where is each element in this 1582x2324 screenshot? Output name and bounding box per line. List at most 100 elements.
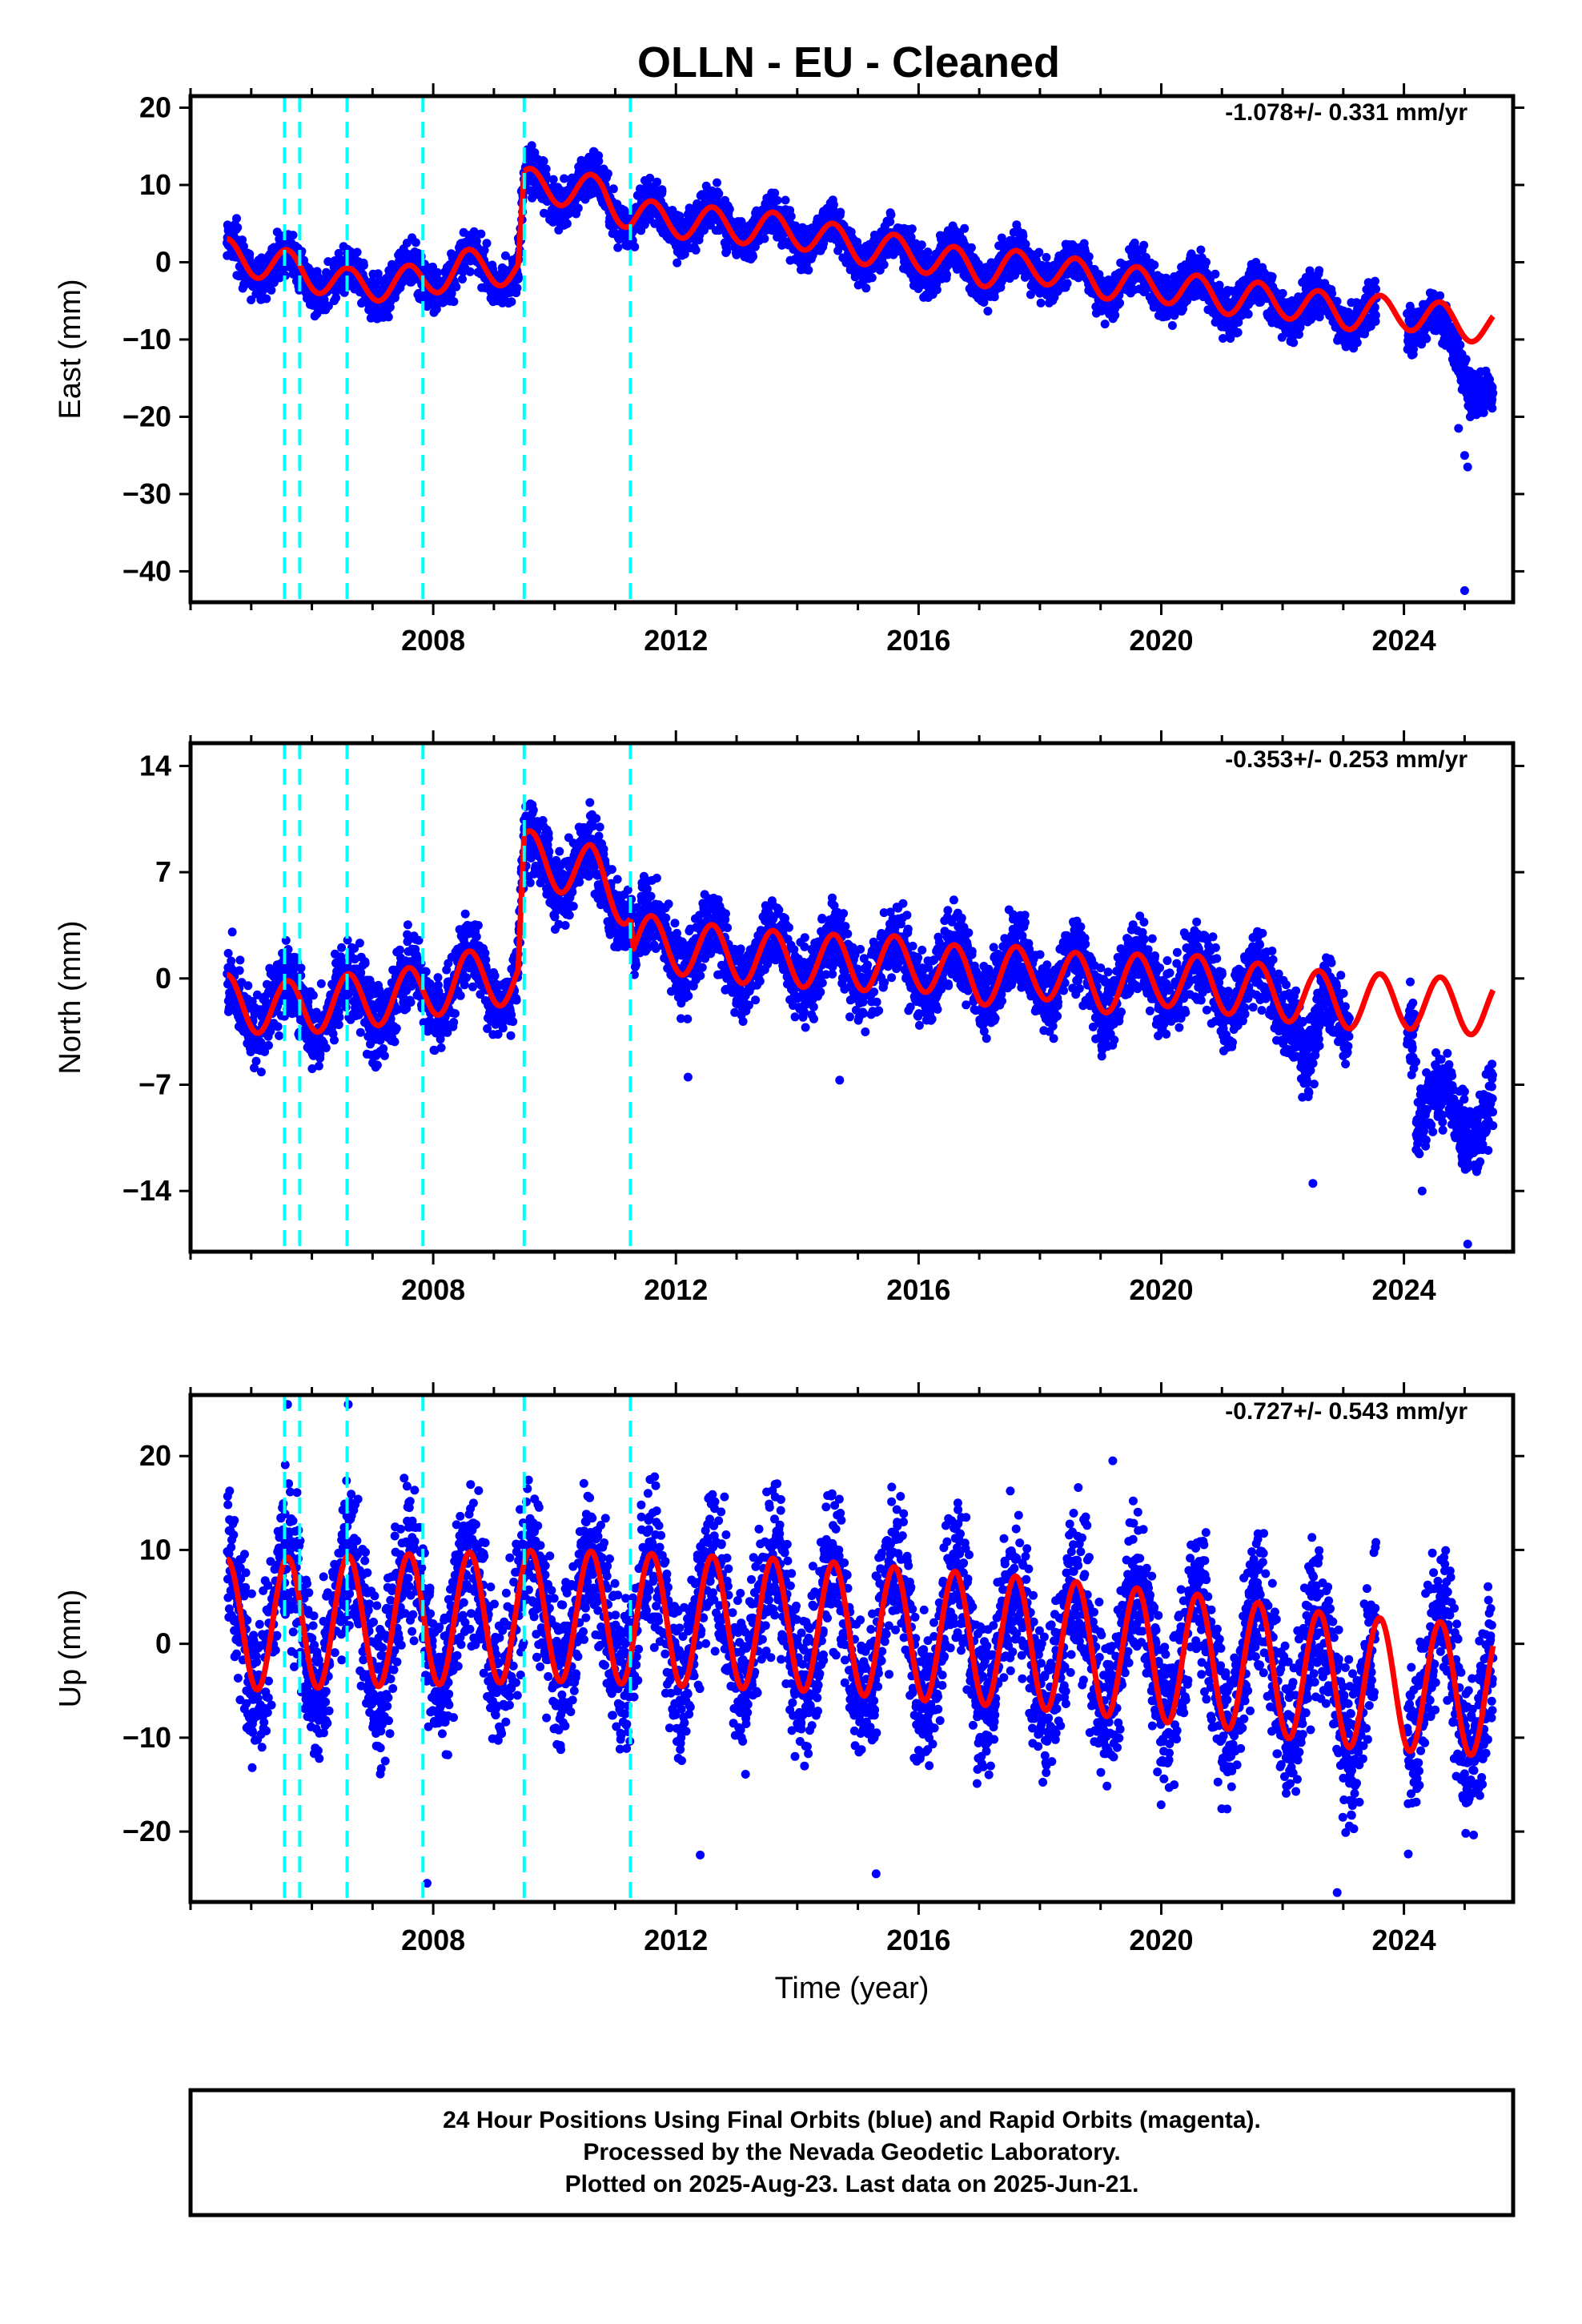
east-point xyxy=(680,249,689,259)
east-point xyxy=(1352,338,1362,348)
east-point xyxy=(383,312,393,322)
east-point xyxy=(232,214,241,223)
east-point xyxy=(560,174,569,183)
east-point xyxy=(630,242,640,251)
east-point xyxy=(657,187,667,196)
north-point xyxy=(227,927,237,937)
east-point xyxy=(1202,257,1211,267)
east-point xyxy=(714,189,724,199)
east-point xyxy=(786,211,796,221)
east-point xyxy=(540,208,548,218)
east-point xyxy=(1267,272,1277,281)
east-point xyxy=(465,267,475,276)
east-point xyxy=(1034,247,1044,257)
east-point xyxy=(1289,338,1299,348)
east-point xyxy=(507,297,516,307)
figure-title: OLLN - EU - Cleaned xyxy=(637,38,1060,86)
east-point xyxy=(1371,311,1380,320)
east-point xyxy=(1062,279,1072,288)
east-point xyxy=(1479,408,1488,417)
east-point xyxy=(1036,298,1046,308)
east-point xyxy=(960,223,970,233)
east-point xyxy=(1315,266,1324,275)
east-outlier-point xyxy=(1454,424,1464,433)
east-point xyxy=(652,177,662,187)
east-point xyxy=(480,246,489,255)
east-point xyxy=(608,184,618,194)
east-point xyxy=(1211,269,1220,279)
east-point xyxy=(1167,321,1177,330)
east-point xyxy=(245,249,255,259)
east-point xyxy=(990,292,999,302)
east-data-layer xyxy=(223,96,1498,602)
east-point xyxy=(527,141,536,151)
east-point xyxy=(548,175,558,184)
east-point xyxy=(262,294,271,304)
east-outlier-point xyxy=(1460,451,1469,460)
east-point xyxy=(749,251,757,261)
east-point xyxy=(773,195,782,205)
east-point xyxy=(1371,276,1379,286)
east-point xyxy=(562,219,572,228)
east-ytick-label: 10 xyxy=(139,168,171,201)
east-point xyxy=(1150,260,1159,270)
east-point xyxy=(458,275,467,283)
north-point xyxy=(227,956,236,966)
east-point xyxy=(1042,252,1051,262)
east-ytick-label: −40 xyxy=(122,554,171,587)
east-point xyxy=(482,239,492,248)
east-point xyxy=(829,200,838,210)
east-point xyxy=(352,247,362,257)
east-point xyxy=(433,267,442,277)
east-point xyxy=(288,231,298,240)
east-point xyxy=(331,293,341,303)
east-point xyxy=(411,238,420,247)
east-ytick-label: −30 xyxy=(122,477,171,510)
east-ytick-label: 20 xyxy=(139,90,171,123)
east-point xyxy=(1018,231,1028,241)
east-point xyxy=(1115,298,1125,308)
east-point xyxy=(1139,240,1149,250)
east-point xyxy=(603,169,612,179)
east-point xyxy=(1422,334,1431,344)
north-point xyxy=(235,955,245,965)
east-point xyxy=(1100,320,1110,329)
east-ytick-label: −20 xyxy=(122,400,171,432)
east-ytick-label: 0 xyxy=(155,245,171,278)
east-xtick-label: 2008 xyxy=(401,624,465,657)
east-point xyxy=(500,251,510,260)
east-point xyxy=(932,285,942,295)
east-point xyxy=(469,227,479,236)
east-point xyxy=(1278,288,1287,298)
east-xtick-label: 2016 xyxy=(886,624,950,657)
east-point xyxy=(541,164,551,174)
east-point xyxy=(476,229,486,239)
east-point xyxy=(1243,309,1253,319)
east-point xyxy=(512,283,522,293)
east-outlier-point xyxy=(1460,586,1469,595)
east-point xyxy=(449,297,459,307)
east-point xyxy=(1461,355,1471,364)
east-point xyxy=(530,148,540,158)
east-point xyxy=(713,178,721,187)
east-point xyxy=(1084,252,1094,261)
east-point xyxy=(1435,291,1445,300)
east-point xyxy=(836,207,845,217)
east-point xyxy=(861,283,871,293)
east-point xyxy=(1233,328,1243,337)
east-point xyxy=(673,258,682,267)
east-point xyxy=(645,173,655,183)
east-xtick-label: 2020 xyxy=(1129,624,1193,657)
east-xtick-label: 2012 xyxy=(644,624,708,657)
east-point xyxy=(514,273,524,282)
east-point xyxy=(867,273,877,283)
north-point xyxy=(223,948,233,958)
east-point xyxy=(447,289,456,298)
north-point xyxy=(235,966,244,975)
east-point xyxy=(239,242,248,251)
east-plot-area xyxy=(191,96,1513,602)
east-point xyxy=(539,156,548,166)
